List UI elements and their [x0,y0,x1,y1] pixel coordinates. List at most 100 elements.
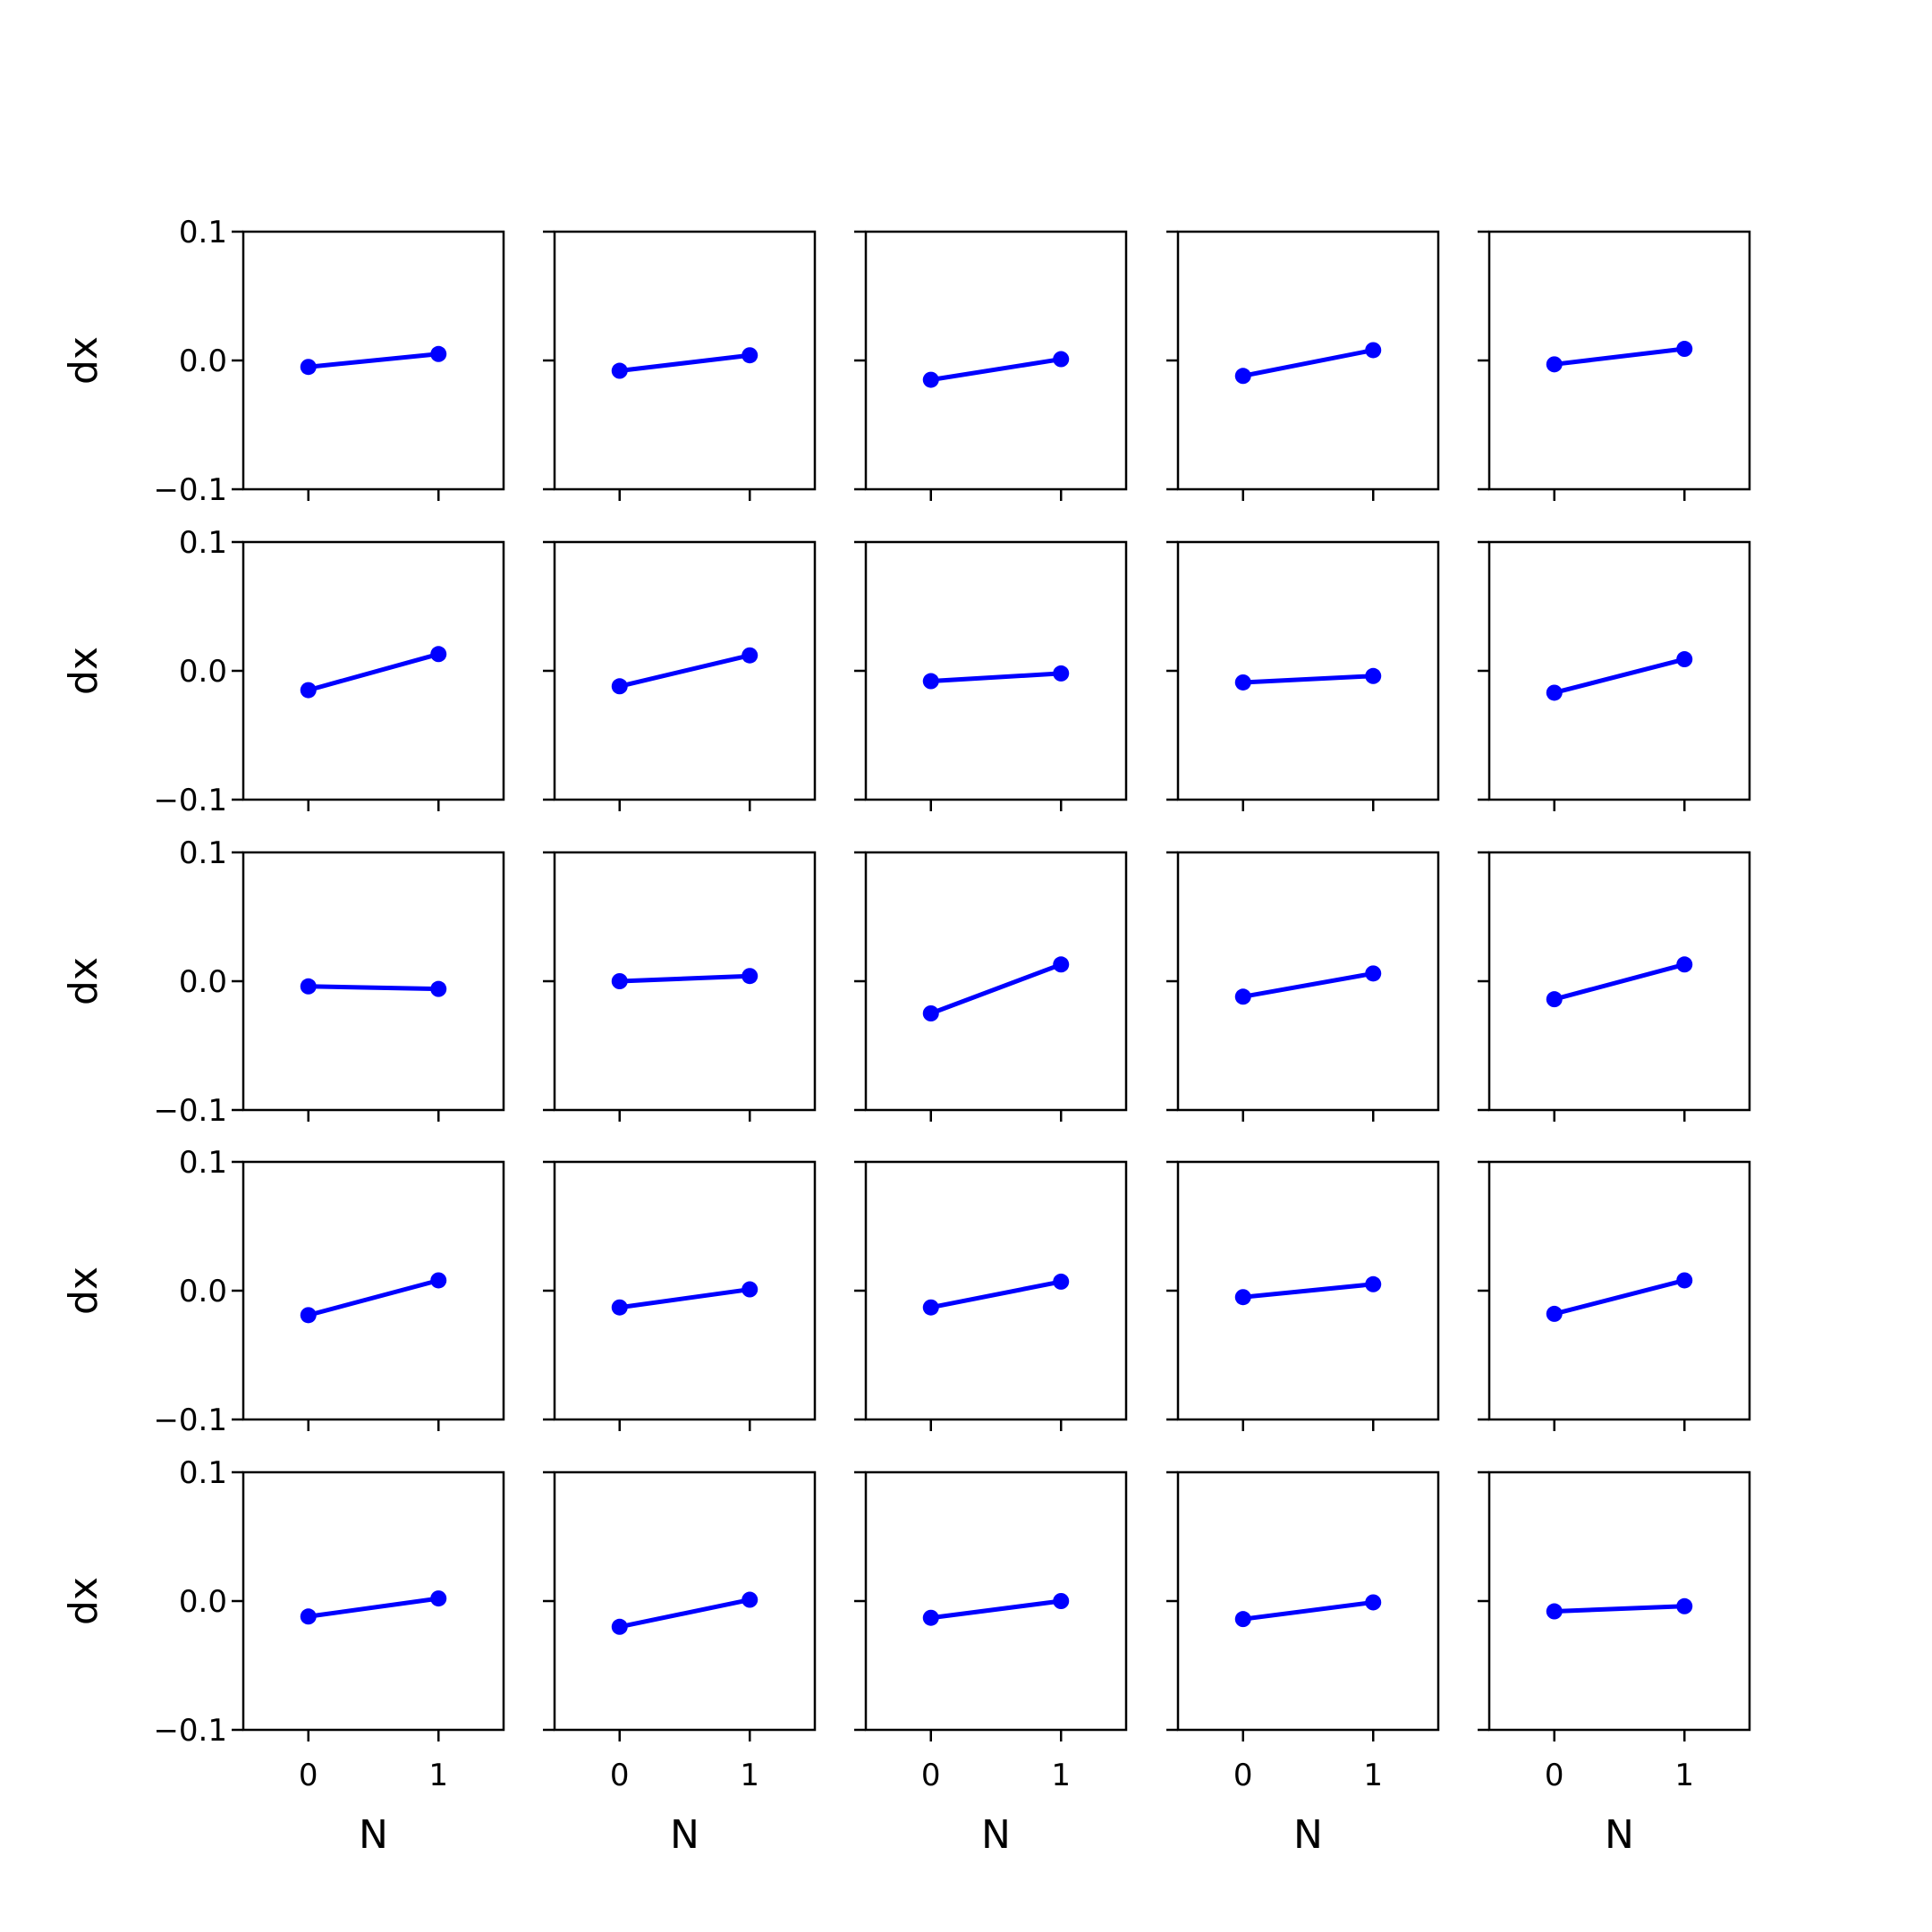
subplot-r3-c1 [543,1160,817,1431]
axes-frame [1176,1160,1440,1421]
x-axis-label: N [1293,1812,1323,1858]
data-point [430,1590,447,1607]
data-point [1234,1611,1251,1628]
data-point [1053,665,1070,682]
subplot-r1-c0: −0.1 0.0 0.1 dx [61,525,505,818]
series-line [1241,1599,1376,1622]
y-axis-label: dx [61,647,106,695]
data-point [1053,956,1070,973]
x-tick-label: 0 [1545,1758,1564,1793]
data-point [1234,988,1251,1005]
y-tick-label: 0.0 [179,654,227,690]
data-point [1676,956,1693,973]
series-line [1241,1282,1376,1300]
axes-frame [553,1160,817,1421]
y-tick-label: 0.0 [179,964,227,1000]
subplot-r1-c4 [1478,540,1751,811]
series-line [306,651,441,693]
data-point [300,1307,317,1324]
data-point [1234,1289,1251,1306]
x-axis-label: N [1605,1812,1634,1858]
axes-frame [864,851,1128,1112]
data-point [1365,667,1382,684]
series-line [617,1597,752,1630]
series-line [928,671,1063,684]
subplot-r4-c1: 0 1 N [543,1470,817,1858]
data-point [1546,684,1563,701]
axes-frame [1487,540,1751,801]
axes-frame [1176,540,1440,801]
series-line [928,962,1063,1016]
series-line [306,984,441,992]
data-point [430,980,447,997]
y-tick-label: 0.1 [179,525,227,561]
data-point [611,1299,628,1316]
data-point [741,1591,758,1608]
y-tick-label: 0.0 [179,1274,227,1309]
axes-frame [553,540,817,801]
axes-frame [242,230,505,491]
series-line [617,1287,752,1310]
subplot-r4-c0: −0.1 0.0 0.1 0 1 dx N [61,1455,505,1858]
series-line [1552,1604,1687,1614]
axes-frame [553,1470,817,1732]
data-point [741,1281,758,1298]
y-axis-label: dx [61,1577,106,1625]
subplot-r0-c3 [1166,230,1440,501]
data-point [611,973,628,989]
x-axis-label: N [670,1812,699,1858]
data-point [922,1609,939,1626]
data-point [1676,1597,1693,1614]
data-point [1053,351,1070,368]
data-point [611,1618,628,1635]
data-point [611,678,628,695]
y-axis-label: dx [61,1267,106,1315]
y-tick-label: −0.1 [153,1713,227,1749]
subplot-r1-c3 [1166,540,1440,811]
axes-frame [1176,851,1440,1112]
x-tick-label: 1 [1674,1758,1694,1793]
y-tick-label: 0.1 [179,1455,227,1491]
data-point [1365,965,1382,982]
y-tick-label: −0.1 [153,1402,227,1438]
data-point [1676,651,1693,668]
axes-frame [1176,230,1440,491]
subplot-r3-c3 [1166,1160,1440,1431]
data-point [1676,1272,1693,1289]
series-line [1241,970,1376,999]
axes-frame [242,1470,505,1732]
x-tick-label: 1 [1051,1758,1071,1793]
x-tick-label: 0 [1233,1758,1253,1793]
data-point [1365,1594,1382,1611]
series-line [1552,962,1687,1002]
series-line [928,357,1063,383]
series-line [306,1277,441,1318]
series-line [1241,674,1376,685]
axes-frame [1487,851,1751,1112]
subplot-r2-c4 [1478,851,1751,1122]
series-line [617,653,752,689]
data-point [741,347,758,364]
axes-frame [242,851,505,1112]
subplot-r3-c2 [854,1160,1128,1431]
series-line [617,352,752,374]
data-point [1365,342,1382,359]
axes-frame [1176,1470,1440,1732]
series-line [1552,657,1687,695]
series-line [1552,346,1687,367]
x-tick-label: 1 [740,1758,759,1793]
data-point [300,978,317,995]
subplot-r4-c4: 0 1 N [1478,1470,1751,1858]
subplot-r2-c2 [854,851,1128,1122]
y-tick-label: 0.1 [179,1145,227,1181]
axes-frame [553,230,817,491]
y-tick-label: −0.1 [153,1093,227,1129]
data-point [1365,1275,1382,1292]
data-point [430,1272,447,1289]
y-axis-label: dx [61,957,106,1005]
data-point [1234,674,1251,691]
y-tick-label: 0.0 [179,1584,227,1620]
series-line [928,1279,1063,1310]
data-point [1676,341,1693,358]
